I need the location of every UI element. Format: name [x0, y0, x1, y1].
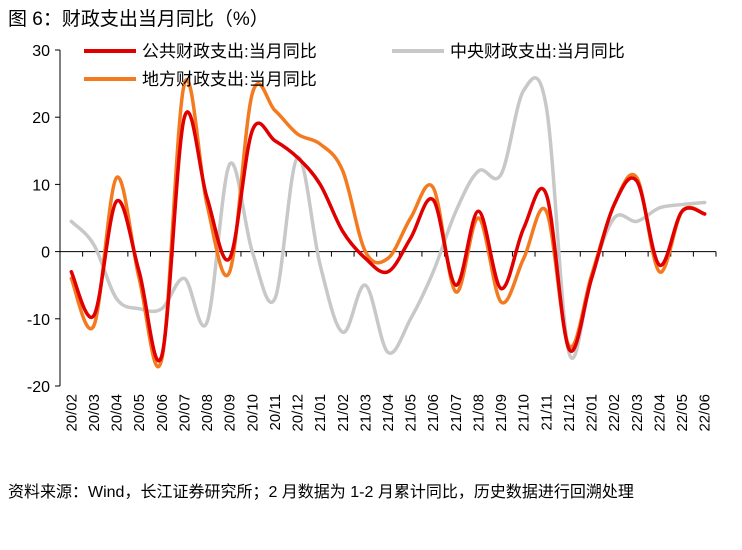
x-tick-label: 20/03	[86, 394, 103, 432]
x-tick-label: 20/02	[63, 394, 80, 432]
x-tick-label: 21/02	[335, 394, 352, 432]
figure-title: 图 6：财政支出当月同比（%）	[8, 9, 269, 30]
series-line-1	[69, 110, 707, 363]
y-tick-label: 0	[41, 245, 50, 262]
x-tick-label: 22/05	[674, 394, 691, 432]
axes: -20 -10 0 10 20 30 20/02 20/03 20/04 20/05 20/06 20…	[27, 43, 717, 432]
x-tick-label: 21/12	[561, 394, 578, 432]
x-tick-label: 21/11	[538, 394, 555, 430]
x-tick-label: 21/04	[380, 394, 397, 432]
x-tick-label: 22/04	[651, 394, 668, 432]
y-tick-label: -10	[27, 312, 50, 329]
x-tick-label: 20/12	[290, 394, 307, 432]
x-tick-label: 22/02	[606, 394, 623, 432]
x-tick-label: 20/05	[131, 394, 148, 432]
x-tick-label: 20/09	[222, 394, 239, 432]
y-tick-label: 20	[32, 110, 50, 127]
series-lines	[69, 76, 707, 369]
x-tick-label: 21/03	[357, 394, 374, 432]
x-tick-label: 21/01	[312, 394, 329, 432]
legend-label-1: 公共财政支出:当月同比	[142, 42, 317, 61]
x-tick-label: 22/06	[697, 394, 714, 432]
x-tick-label: 20/06	[154, 394, 171, 432]
x-tick-label: 22/01	[584, 394, 601, 432]
x-tick-label: 21/10	[516, 394, 533, 432]
x-tick-label: 21/05	[403, 394, 420, 432]
legend-label-3: 地方财政支出:当月同比	[142, 70, 317, 89]
source-note: 资料来源：Wind，长江证券研究所；2 月数据为 1-2 月累计同比，历史数据进…	[8, 484, 634, 501]
x-tick-label: 21/08	[470, 394, 487, 432]
x-tick-label: 20/04	[109, 394, 126, 432]
chart: -20 -10 0 10 20 30 20/02 20/03 20/04 20/05 20/06 20…	[27, 42, 717, 432]
x-tick-label: 20/08	[199, 394, 216, 432]
legend-label-2: 中央财政支出:当月同比	[450, 42, 625, 61]
y-tick-label: 30	[32, 43, 50, 60]
x-tick-label: 21/09	[493, 394, 510, 432]
x-tick-label: 20/11	[267, 394, 284, 430]
x-tick-label: 21/07	[448, 394, 465, 432]
y-tick-label: 10	[32, 177, 50, 194]
x-tick-label: 21/06	[425, 394, 442, 432]
x-tick-label: 22/03	[629, 394, 646, 432]
x-tick-label: 20/07	[176, 394, 193, 432]
y-tick-label: -20	[27, 379, 50, 396]
x-tick-label: 20/10	[244, 394, 261, 432]
